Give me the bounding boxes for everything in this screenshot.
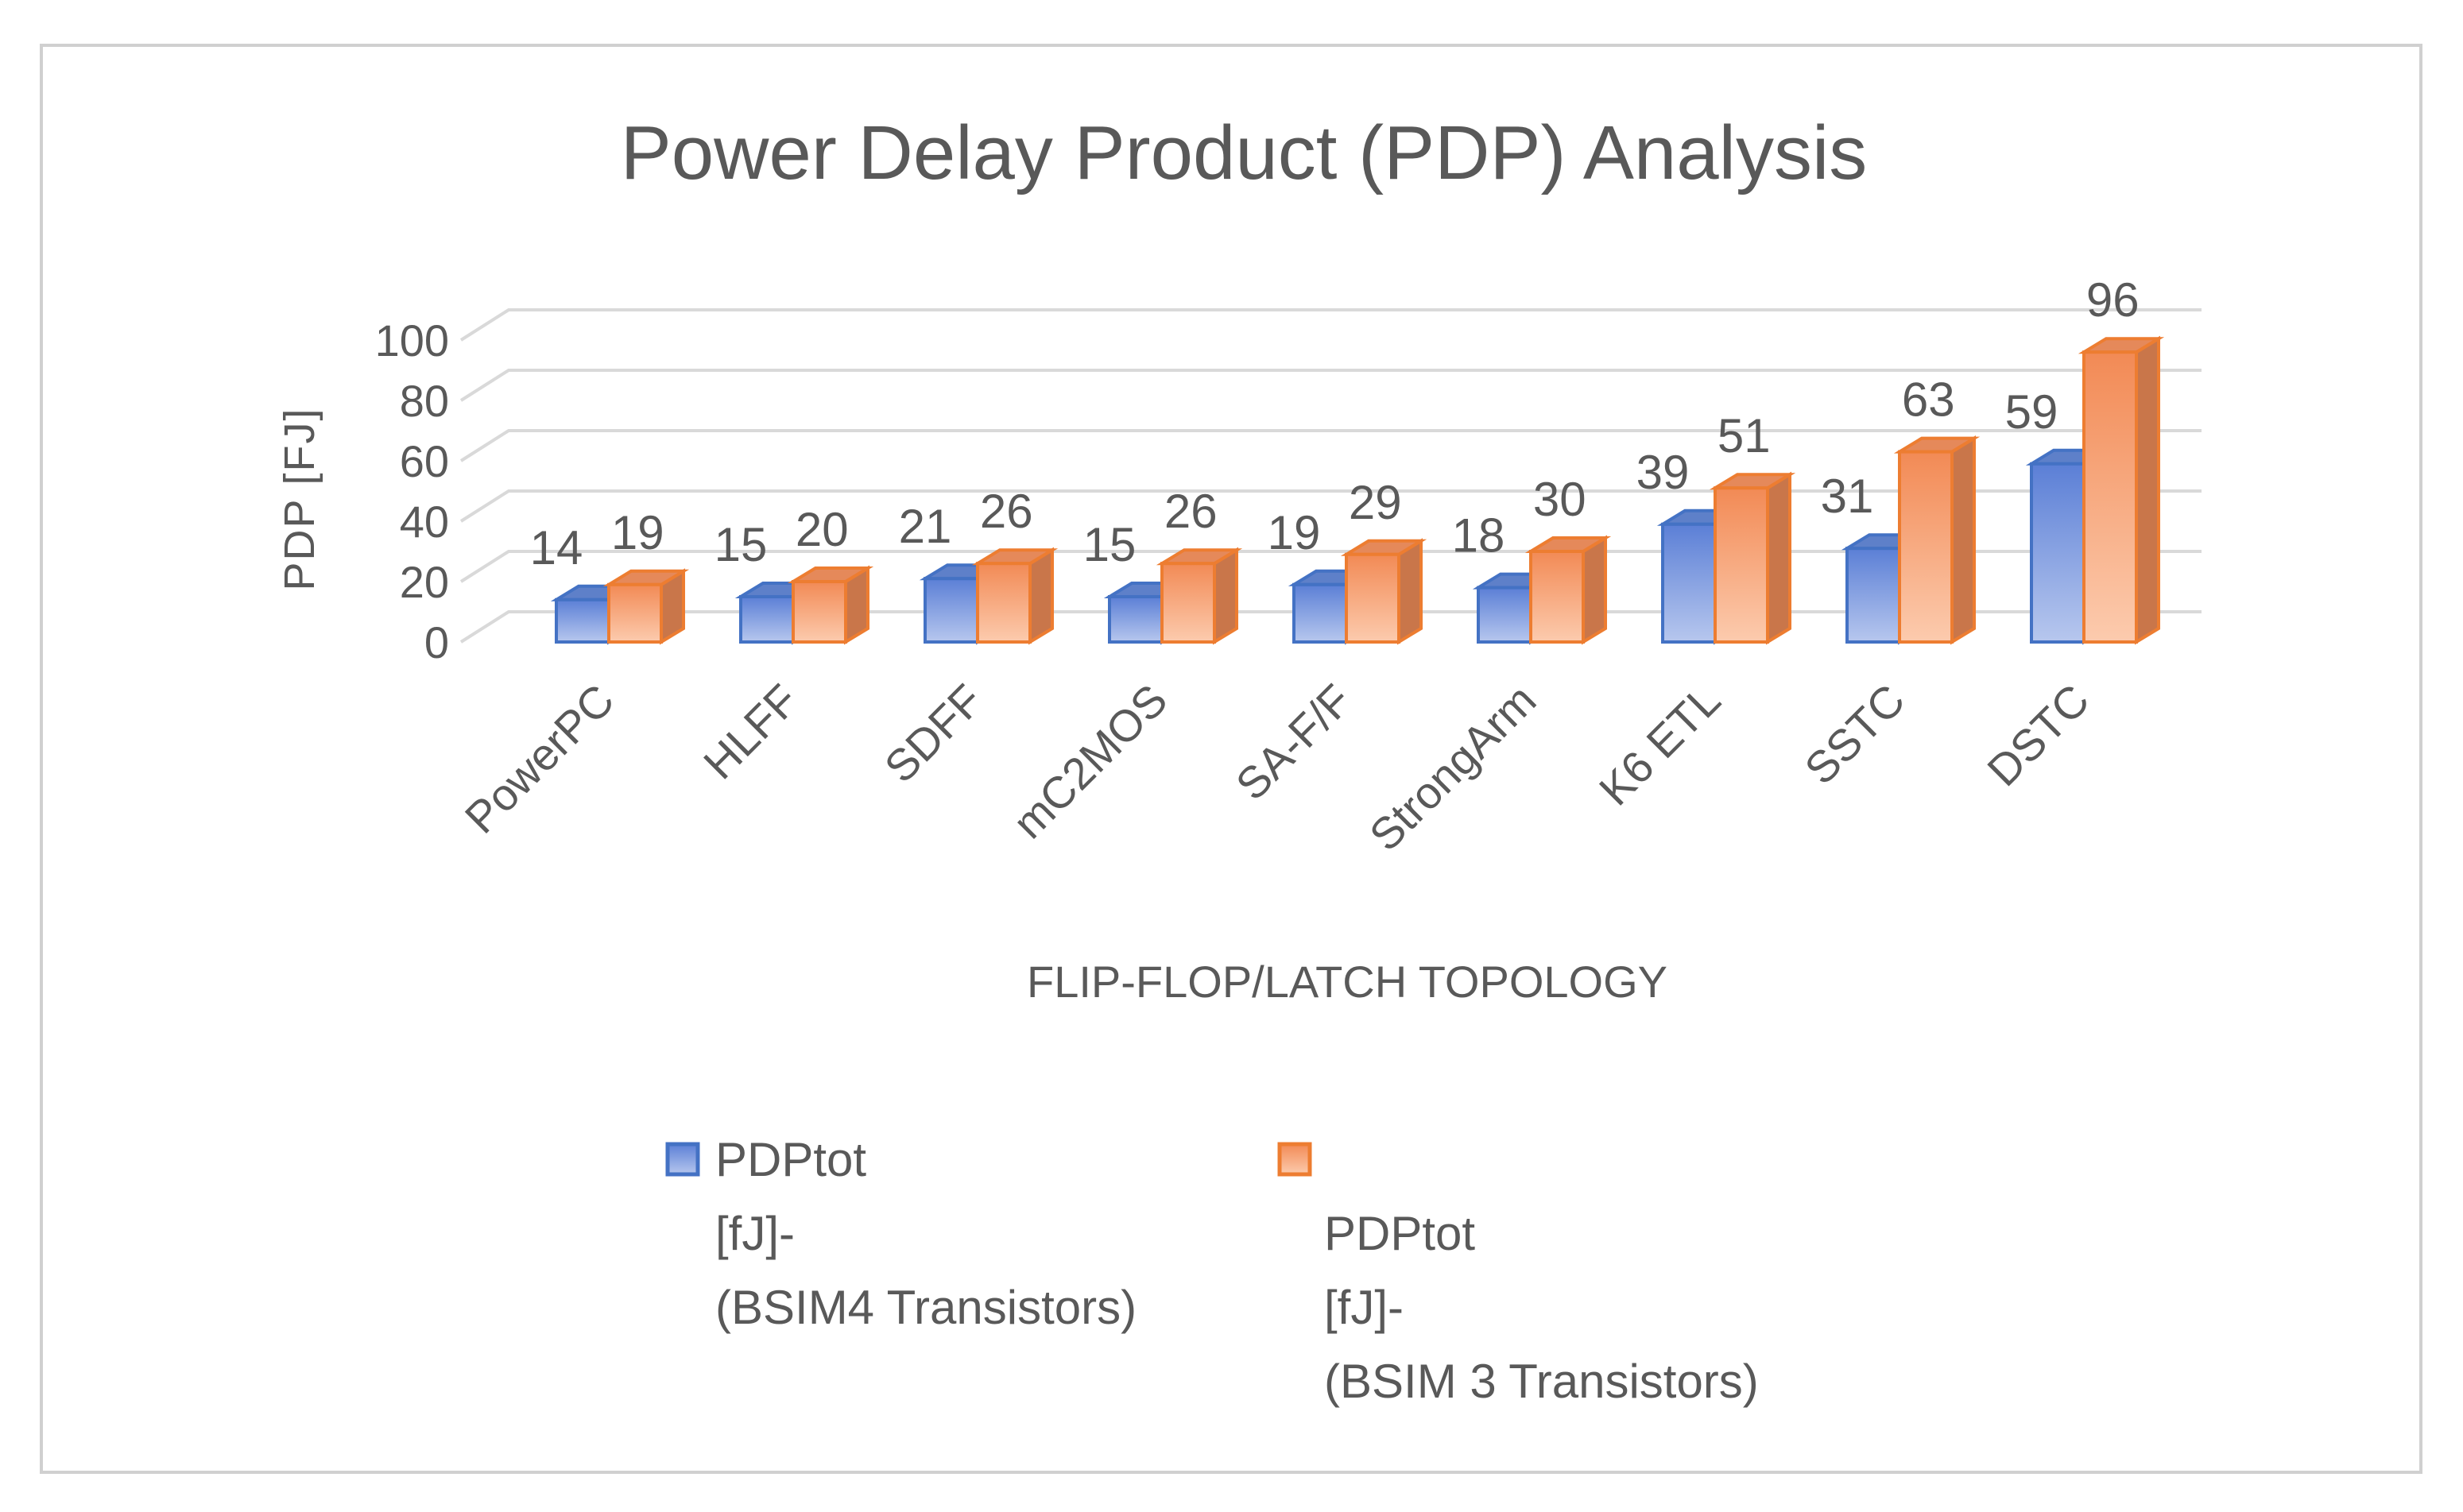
x-tick-label: StrongArm [1360, 675, 1546, 860]
bar [1845, 547, 1901, 644]
data-label: 15 [1083, 518, 1137, 571]
y-tick-label: 80 [400, 376, 449, 426]
bar [2082, 350, 2138, 644]
chart-frame [40, 44, 2422, 1474]
bar [555, 597, 610, 644]
data-label: 21 [899, 500, 952, 553]
bar [1898, 450, 1954, 644]
data-label: 51 [1718, 409, 1771, 462]
gridline [459, 610, 2202, 644]
x-tick-label: PowerPC [455, 675, 624, 843]
bar-side [1950, 435, 1976, 645]
bar [924, 577, 979, 644]
x-tick-label: HLFF [694, 675, 808, 789]
data-label: 15 [715, 518, 768, 571]
legend-entry: (BSIM4 Transistors) [715, 1281, 1137, 1334]
gridline [459, 308, 2202, 342]
gridlines [459, 308, 2202, 644]
bar-side [1582, 535, 1607, 645]
gridline [459, 369, 2202, 402]
x-tick-label: SDFF [875, 675, 993, 792]
bar-side [1397, 538, 1423, 645]
bar [976, 562, 1032, 644]
bar [1477, 586, 1532, 644]
legend-entry: PDPtot [715, 1133, 866, 1186]
data-label: 63 [1902, 373, 1955, 427]
data-label: 96 [2086, 273, 2140, 327]
x-tick-label: mC2MOS [1003, 675, 1176, 848]
legend: PDPtot [fJ]- (BSIM4 Transistors) PDPtot [fJ]… [665, 1133, 1759, 1408]
x-tick-label: DSTC [1977, 675, 2098, 795]
x-tick-label: K6 ETL [1590, 675, 1730, 815]
data-label: 59 [2005, 385, 2058, 439]
bar [739, 595, 795, 644]
data-label: 31 [1821, 470, 1874, 523]
y-axis-ticks: 0 20 40 60 80 100 [375, 315, 449, 667]
chart-title: Power Delay Product (PDP) Analysis [621, 110, 1868, 195]
bar [1160, 562, 1216, 644]
data-label: 29 [1349, 476, 1402, 529]
bars [550, 335, 2165, 645]
gridline [459, 429, 2202, 462]
bar-side [1028, 547, 1054, 645]
legend-swatch [1277, 1142, 1312, 1177]
data-labels: 14 19 15 20 21 26 15 26 19 29 18 30 39 51 31 63 59 96 [530, 273, 2140, 574]
y-axis-label: PDP [FJ] [276, 407, 323, 590]
legend-entry: PDPtot [1324, 1207, 1475, 1260]
bar [1714, 486, 1769, 644]
data-label: 26 [980, 485, 1033, 538]
y-tick-label: 100 [375, 315, 449, 365]
y-tick-label: 60 [400, 436, 449, 486]
bar [1529, 550, 1585, 644]
legend-swatch [665, 1142, 700, 1177]
bar [1292, 582, 1348, 644]
data-label: 18 [1452, 509, 1505, 563]
legend-entry: (BSIM 3 Transistors) [1324, 1355, 1759, 1408]
y-tick-label: 40 [400, 497, 449, 547]
bar [2030, 462, 2085, 644]
y-tick-label: 0 [424, 617, 449, 667]
data-label: 19 [1268, 506, 1321, 559]
bar-side [1213, 547, 1238, 645]
gridline [459, 550, 2202, 583]
bar-side [1766, 471, 1791, 645]
data-label: 30 [1533, 473, 1586, 526]
x-axis-label: FLIP-FLOP/LATCH TOPOLOGY [1027, 957, 1667, 1007]
y-tick-label: 20 [400, 557, 449, 607]
data-label: 26 [1164, 485, 1218, 538]
data-label: 14 [530, 521, 583, 574]
bar [607, 582, 663, 644]
x-tick-label: SA-F/F [1226, 675, 1361, 810]
data-label: 19 [611, 506, 664, 559]
bar [1661, 522, 1717, 644]
legend-entry: [fJ]- [1324, 1281, 1404, 1334]
bar-side [2135, 335, 2160, 645]
bar [1108, 595, 1164, 644]
legend-entry: [fJ]- [715, 1207, 795, 1260]
bar [1345, 552, 1400, 644]
data-label: 20 [796, 503, 849, 556]
x-tick-label: SSTC [1795, 675, 1914, 794]
bar [792, 580, 847, 644]
data-label: 39 [1636, 446, 1690, 499]
gridline [459, 489, 2202, 523]
